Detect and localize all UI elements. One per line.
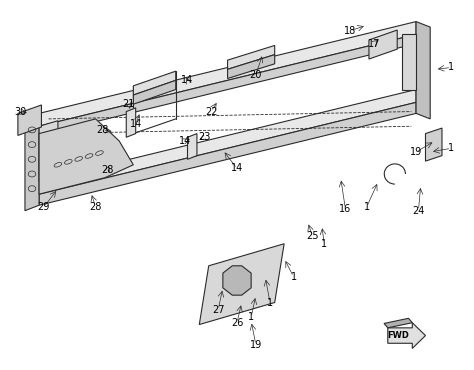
Text: 25: 25: [306, 231, 319, 241]
Text: 19: 19: [250, 340, 262, 350]
Polygon shape: [369, 30, 397, 59]
Polygon shape: [39, 21, 416, 126]
Polygon shape: [126, 108, 136, 137]
Text: 17: 17: [367, 38, 380, 48]
Text: 24: 24: [412, 206, 425, 216]
Text: 14: 14: [129, 120, 142, 130]
Text: FWD: FWD: [387, 331, 409, 340]
Polygon shape: [199, 244, 284, 324]
Text: 19: 19: [410, 147, 422, 157]
Text: 1: 1: [364, 202, 370, 212]
Polygon shape: [384, 318, 412, 328]
Text: 28: 28: [90, 202, 102, 212]
Polygon shape: [228, 46, 275, 69]
Text: 23: 23: [198, 132, 210, 142]
Text: 1: 1: [448, 63, 455, 73]
Polygon shape: [402, 34, 416, 90]
Text: 18: 18: [344, 26, 356, 36]
Text: 30: 30: [14, 107, 27, 117]
Polygon shape: [188, 134, 197, 159]
Text: 14: 14: [179, 136, 191, 146]
Polygon shape: [133, 80, 176, 104]
Text: 27: 27: [212, 305, 224, 315]
Polygon shape: [39, 119, 133, 194]
Polygon shape: [39, 34, 416, 135]
Polygon shape: [39, 121, 58, 181]
Text: 1: 1: [448, 143, 455, 153]
Text: 28: 28: [97, 125, 109, 135]
Polygon shape: [388, 323, 426, 349]
Text: 28: 28: [101, 165, 114, 175]
Text: 1: 1: [267, 297, 273, 307]
Text: 14: 14: [182, 75, 194, 85]
Polygon shape: [18, 105, 41, 135]
Text: 14: 14: [231, 164, 243, 174]
Polygon shape: [39, 90, 416, 194]
Text: 16: 16: [339, 204, 352, 214]
Text: 1: 1: [321, 239, 327, 249]
Polygon shape: [223, 266, 251, 295]
Text: 29: 29: [37, 202, 50, 212]
Polygon shape: [228, 55, 275, 78]
Text: 26: 26: [231, 318, 243, 328]
Text: 22: 22: [205, 107, 218, 117]
Polygon shape: [133, 71, 176, 95]
Text: 20: 20: [250, 70, 262, 80]
Polygon shape: [39, 102, 416, 205]
Text: 1: 1: [291, 272, 297, 282]
Polygon shape: [416, 21, 430, 119]
Polygon shape: [426, 128, 442, 161]
Text: 21: 21: [122, 99, 135, 109]
Text: 1: 1: [248, 312, 254, 322]
Polygon shape: [25, 113, 39, 211]
